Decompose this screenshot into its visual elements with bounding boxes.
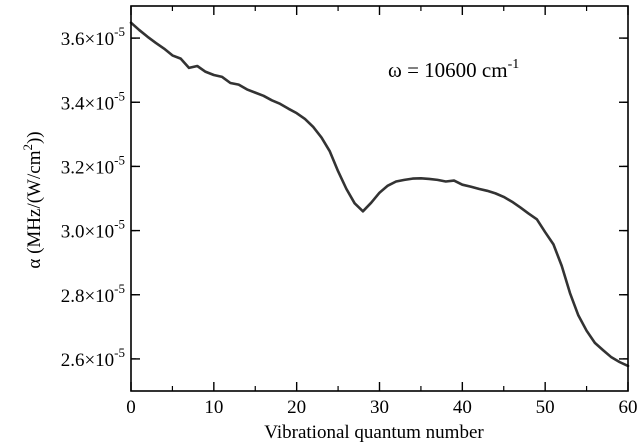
y-tick-mantissa: 3.6×10 [61, 29, 114, 50]
y-tick-exponent: -5 [114, 217, 125, 232]
x-tick-label: 60 [619, 397, 638, 418]
y-tick-exponent: -5 [114, 281, 125, 296]
y-tick-mantissa: 3.2×10 [61, 157, 114, 178]
y-tick-label: 3.4×10-5 [61, 88, 125, 114]
y-tick-mantissa: 3.4×10 [61, 93, 114, 114]
y-axis-title-main: α (MHz/(W/cm [24, 150, 45, 268]
y-tick-label: 3.6×10-5 [61, 24, 125, 50]
y-tick-exponent: -5 [114, 345, 125, 360]
y-axis-title-tail: )) [24, 131, 45, 144]
x-tick-label: 40 [453, 397, 472, 418]
annotation-text: ω = 10600 cm [388, 58, 508, 82]
y-axis-ticks: 2.6×10-52.8×10-53.0×10-53.2×10-53.4×10-5… [61, 24, 628, 371]
y-tick-label: 3.0×10-5 [61, 217, 125, 243]
x-tick-label: 50 [536, 397, 555, 418]
series-line [129, 21, 630, 368]
x-axis-ticks: 0 10 20 30 40 50 60 [126, 6, 638, 418]
y-tick-label: 2.8×10-5 [61, 281, 125, 307]
plot-frame [130, 5, 629, 392]
y-tick-mantissa: 3.0×10 [61, 222, 114, 243]
x-tick-label: 20 [287, 397, 306, 418]
y-axis-title: α (MHz/(W/cm2)) [20, 131, 45, 268]
y-tick-exponent: -5 [114, 24, 125, 39]
y-tick-mantissa: 2.8×10 [61, 286, 114, 307]
y-tick-mantissa: 2.6×10 [61, 350, 114, 371]
y-tick-exponent: -5 [114, 152, 125, 167]
y-axis-title-sup: 2 [20, 144, 35, 151]
x-tick-label: 10 [204, 397, 223, 418]
y-tick-label: 2.6×10-5 [61, 345, 125, 371]
y-tick-label: 3.2×10-5 [61, 152, 125, 178]
annotation-superscript: -1 [508, 57, 520, 72]
x-tick-label: 30 [370, 397, 389, 418]
y-tick-exponent: -5 [114, 88, 125, 103]
x-axis-title: Vibrational quantum number [264, 422, 484, 443]
x-tick-label: 0 [126, 397, 136, 418]
annotation: ω = 10600 cm-1 [388, 57, 519, 82]
